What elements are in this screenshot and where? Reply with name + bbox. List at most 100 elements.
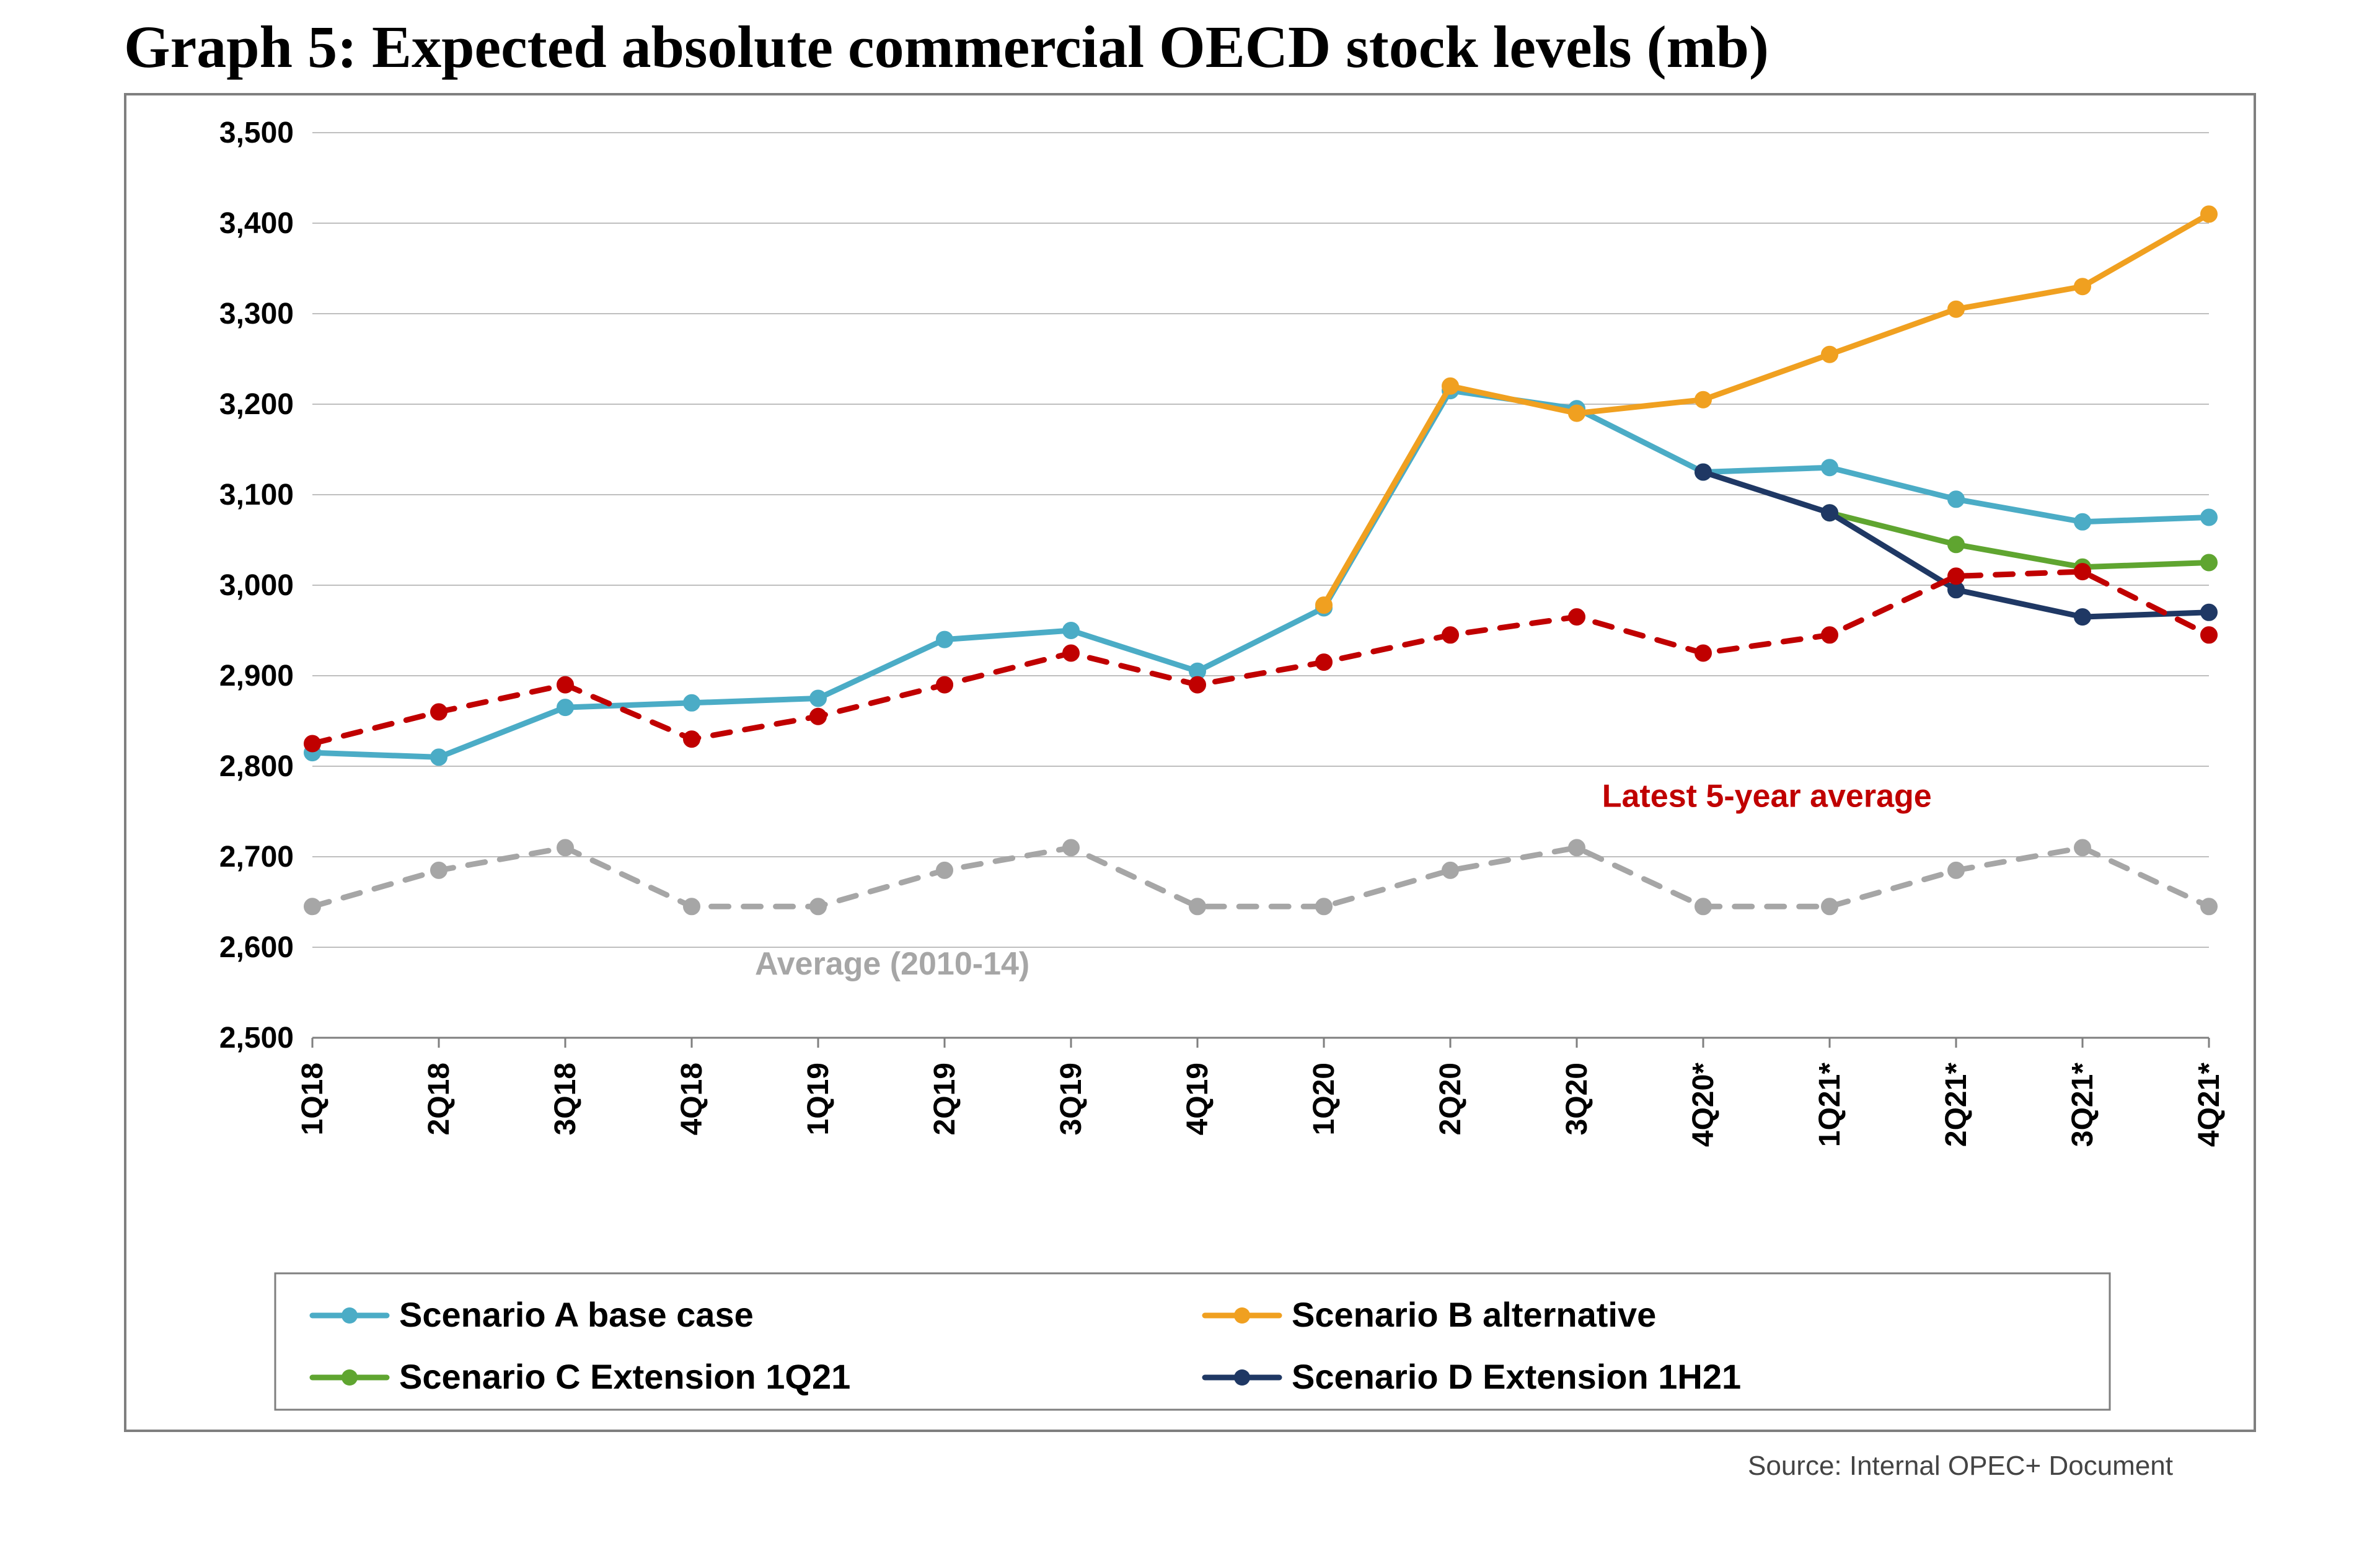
x-tick-label: 3Q21* bbox=[2066, 1063, 2099, 1147]
series-marker bbox=[1316, 898, 1332, 914]
legend-swatch-marker bbox=[1234, 1369, 1250, 1386]
x-tick-label: 3Q20 bbox=[1561, 1063, 1593, 1135]
page: Graph 5: Expected absolute commercial OE… bbox=[0, 0, 2380, 1543]
series-marker bbox=[557, 699, 573, 715]
y-tick-label: 3,500 bbox=[219, 117, 294, 149]
series-marker bbox=[2201, 627, 2217, 643]
series-marker bbox=[684, 695, 700, 711]
x-tick-label: 2Q21* bbox=[1940, 1063, 1973, 1147]
series-marker bbox=[2074, 278, 2091, 294]
series-marker bbox=[1695, 645, 1711, 661]
y-tick-label: 2,500 bbox=[219, 1022, 294, 1054]
y-tick-label: 2,800 bbox=[219, 750, 294, 783]
chart-svg: 2,500 2,600 2,700 2,800 2,900 3,000 3,100 3,200… bbox=[126, 95, 2254, 1430]
y-tick-label: 3,000 bbox=[219, 569, 294, 602]
x-tick-label: 4Q18 bbox=[676, 1063, 708, 1135]
series-marker bbox=[1948, 491, 1964, 507]
series-marker bbox=[1569, 839, 1585, 856]
series-marker bbox=[2201, 510, 2217, 526]
chart-annotation: Average (2010-14) bbox=[755, 946, 1029, 982]
series-marker bbox=[937, 677, 953, 693]
series-marker bbox=[1948, 568, 1964, 584]
legend-swatch-marker bbox=[342, 1369, 358, 1386]
series-marker bbox=[1822, 898, 1838, 914]
series-marker bbox=[1063, 622, 1079, 639]
x-tick-label: 3Q18 bbox=[549, 1063, 582, 1135]
y-tick-label: 2,900 bbox=[219, 660, 294, 692]
series-marker bbox=[1316, 597, 1332, 613]
series-marker bbox=[1948, 862, 1964, 878]
series-marker bbox=[1822, 505, 1838, 521]
series-marker bbox=[810, 709, 826, 725]
series-marker bbox=[2201, 898, 2217, 914]
chart-container: 2,500 2,600 2,700 2,800 2,900 3,000 3,100 3,200… bbox=[124, 93, 2256, 1432]
series-marker bbox=[1316, 654, 1332, 670]
legend-label: Scenario D Extension 1H21 bbox=[1292, 1357, 1741, 1396]
series-marker bbox=[684, 898, 700, 914]
series-marker bbox=[557, 839, 573, 856]
series-marker bbox=[2074, 839, 2091, 856]
x-tick-label: 1Q19 bbox=[802, 1063, 835, 1135]
legend-swatch-marker bbox=[342, 1307, 358, 1324]
series-marker bbox=[2201, 206, 2217, 222]
legend-label: Scenario C Extension 1Q21 bbox=[399, 1357, 850, 1396]
series-marker bbox=[1695, 898, 1711, 914]
legend-swatch-marker bbox=[1234, 1307, 1250, 1324]
series-marker bbox=[937, 862, 953, 878]
y-tick-label: 2,600 bbox=[219, 931, 294, 964]
x-tick-label: 2Q20 bbox=[1434, 1063, 1467, 1135]
series-marker bbox=[431, 749, 447, 765]
series-marker bbox=[1063, 645, 1079, 661]
y-tick-label: 3,400 bbox=[219, 207, 294, 240]
y-tick-label: 3,300 bbox=[219, 298, 294, 330]
legend-label: Scenario A base case bbox=[399, 1295, 754, 1334]
x-tick-label: 3Q19 bbox=[1055, 1063, 1088, 1135]
series-marker bbox=[810, 691, 826, 707]
x-tick-label: 2Q19 bbox=[928, 1063, 961, 1135]
x-tick-label: 4Q20* bbox=[1687, 1063, 1720, 1147]
series-marker bbox=[1442, 627, 1458, 643]
series-marker bbox=[2201, 604, 2217, 621]
x-tick-label: 1Q21* bbox=[1814, 1063, 1846, 1147]
y-tick-label: 3,200 bbox=[219, 388, 294, 421]
series-marker bbox=[1442, 378, 1458, 394]
series-marker bbox=[1063, 839, 1079, 856]
source-label: Source: Internal OPEC+ Document bbox=[1748, 1451, 2173, 1482]
series-marker bbox=[431, 862, 447, 878]
series-marker bbox=[304, 898, 320, 914]
series-marker bbox=[1569, 609, 1585, 625]
series-line bbox=[312, 572, 2209, 743]
chart-annotation: Latest 5-year average bbox=[1602, 779, 1932, 815]
series-line bbox=[1324, 214, 2209, 605]
y-tick-label: 3,100 bbox=[219, 479, 294, 511]
legend-label: Scenario B alternative bbox=[1292, 1295, 1656, 1334]
series-line bbox=[312, 391, 2209, 757]
series-marker bbox=[1569, 405, 1585, 422]
x-tick-label: 1Q20 bbox=[1308, 1063, 1341, 1135]
series-marker bbox=[684, 731, 700, 747]
series-marker bbox=[557, 677, 573, 693]
series-marker bbox=[1695, 392, 1711, 408]
series-marker bbox=[1189, 898, 1205, 914]
x-tick-label: 4Q19 bbox=[1181, 1063, 1214, 1135]
series-marker bbox=[2074, 564, 2091, 580]
x-tick-label: 1Q18 bbox=[296, 1063, 329, 1135]
series-marker bbox=[810, 898, 826, 914]
series-marker bbox=[937, 632, 953, 648]
x-tick-label: 2Q18 bbox=[423, 1063, 456, 1135]
x-tick-label: 4Q21* bbox=[2193, 1063, 2226, 1147]
series-marker bbox=[1189, 677, 1205, 693]
series-marker bbox=[1442, 862, 1458, 878]
series-marker bbox=[304, 736, 320, 752]
series-marker bbox=[1822, 627, 1838, 643]
series-marker bbox=[1695, 464, 1711, 480]
chart-title: Graph 5: Expected absolute commercial OE… bbox=[124, 12, 1769, 81]
series-marker bbox=[1948, 536, 1964, 552]
series-marker bbox=[2074, 514, 2091, 530]
series-marker bbox=[2201, 555, 2217, 571]
series-marker bbox=[431, 704, 447, 720]
series-marker bbox=[1822, 347, 1838, 363]
y-tick-label: 2,700 bbox=[219, 841, 294, 873]
series-marker bbox=[1822, 459, 1838, 475]
series-marker bbox=[1948, 301, 1964, 317]
